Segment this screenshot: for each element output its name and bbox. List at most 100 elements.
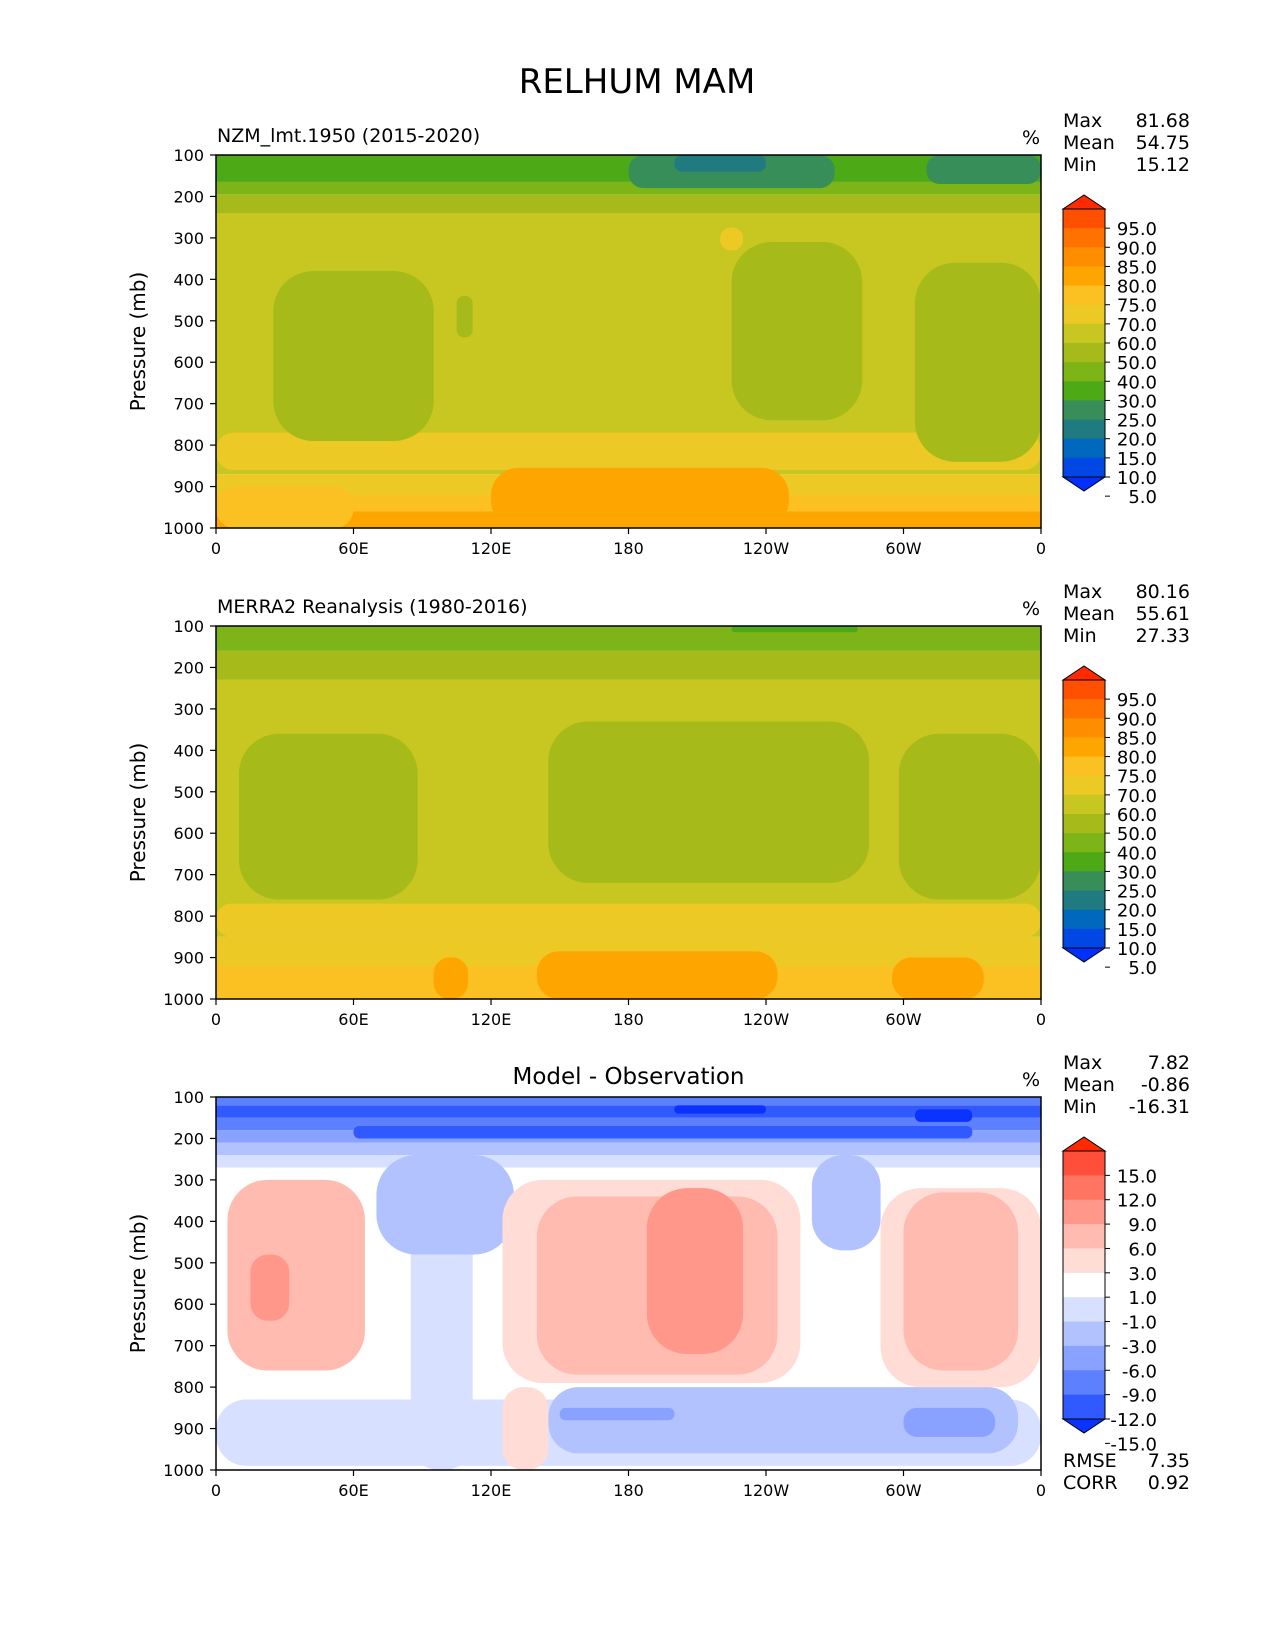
colorbar: 95.090.085.080.075.070.060.050.040.030.0… [1061, 665, 1157, 979]
metric-label: CORR [1063, 1472, 1118, 1494]
y-tick-label: 400 [173, 741, 204, 760]
x-tick-label: 120W [743, 539, 790, 558]
colorbar-tick-label: 25.0 [1117, 882, 1157, 903]
band-neg-15 [216, 1097, 1041, 1106]
colorbar-tick-label: 80.0 [1117, 277, 1157, 298]
unit-label: % [1022, 1069, 1040, 1091]
dry-midlat-3 [914, 262, 1041, 462]
x-tick-label: 60W [885, 539, 921, 558]
colorbar-tick-label: 60.0 [1117, 805, 1157, 826]
colorbar-segment [1063, 737, 1105, 758]
colorbar-tick-label: 30.0 [1117, 862, 1157, 883]
band-neg-12 [216, 1105, 1041, 1118]
colorbar-tick-label: -3.0 [1122, 1337, 1157, 1358]
x-tick-label: 60E [338, 1481, 368, 1500]
colorbar-tick-label: 40.0 [1117, 372, 1157, 393]
stat-label: Min [1063, 625, 1097, 647]
colorbar-tick-label: 25.0 [1117, 411, 1157, 432]
stat-value: 81.68 [1136, 110, 1190, 132]
colorbar-tick-label: 9.0 [1128, 1215, 1157, 1236]
pos-midlat-1-core [250, 1254, 290, 1321]
neg-strat-core [353, 1126, 973, 1139]
colorbar-tick-label: 6.0 [1128, 1239, 1157, 1260]
colorbar-segment [1063, 1394, 1105, 1420]
stat-value: 55.61 [1136, 603, 1190, 625]
colorbar-segment [1063, 304, 1105, 325]
colorbar-bottom-extension [1061, 947, 1107, 963]
neg-core-1 [559, 1407, 675, 1421]
unit-label: % [1022, 598, 1040, 620]
dry-small [456, 295, 473, 338]
colorbar-tick-label: 3.0 [1128, 1264, 1157, 1285]
moist-equator-west [491, 467, 789, 528]
neg-trop-upper [376, 1155, 514, 1255]
y-tick-label: 100 [173, 146, 204, 165]
plot-area [216, 1097, 1041, 1470]
stat-value: 80.16 [1136, 581, 1190, 603]
y-tick-label: 500 [173, 1254, 204, 1273]
colorbar-segment [1063, 852, 1105, 873]
x-tick-label: 0 [1036, 539, 1046, 558]
stat-label: Min [1063, 154, 1097, 176]
y-tick-label: 400 [173, 1212, 204, 1231]
x-tick-label: 120E [471, 1010, 512, 1029]
colorbar-tick-label: 50.0 [1117, 824, 1157, 845]
neg-core-2 [903, 1407, 996, 1437]
colorbar-tick-label: 50.0 [1117, 353, 1157, 374]
metric-label: RMSE [1063, 1450, 1117, 1472]
y-tick-label: 800 [173, 1378, 204, 1397]
colorbar-tick-label: 10.0 [1117, 468, 1157, 489]
colorbar-segment [1063, 909, 1105, 930]
colorbar-segment [1063, 890, 1105, 911]
colorbar-tick-label: 10.0 [1117, 939, 1157, 960]
colorbar-tick-label: 85.0 [1117, 728, 1157, 749]
colorbar-segment [1063, 1321, 1105, 1347]
pos-midlat-1 [227, 1179, 365, 1371]
x-tick-label: 60E [338, 539, 368, 558]
y-axis-label: Pressure (mb) [126, 743, 150, 883]
colorbar-segment [1063, 209, 1105, 229]
x-tick-label: 0 [211, 1010, 221, 1029]
stat-value: 15.12 [1136, 154, 1190, 176]
dry-midlat-2 [731, 242, 863, 421]
colorbar-segment [1063, 814, 1105, 834]
colorbar-tick-label: 60.0 [1117, 334, 1157, 355]
colorbar-segment [1063, 1224, 1105, 1250]
y-tick-label: 1000 [163, 990, 204, 1009]
y-tick-label: 200 [173, 658, 204, 677]
metric-value: 0.92 [1148, 1472, 1190, 1494]
band-25-30 [216, 155, 1041, 182]
colorbar-segment [1063, 438, 1105, 459]
colorbar-segment [1063, 457, 1105, 478]
panel-2: 100 200 300 400 500 600 700 800 900 1000 0 60E 120E 1… [126, 581, 1190, 1029]
moist-east [216, 486, 354, 528]
x-tick-label: 60W [885, 1010, 921, 1029]
stat-value: -0.86 [1141, 1074, 1190, 1096]
colorbar-segment [1063, 362, 1105, 382]
y-tick-label: 900 [173, 478, 204, 497]
band-30-40 [216, 181, 1041, 195]
figure-title: RELHUM MAM [519, 62, 756, 102]
colorbar-top-extension [1061, 194, 1107, 210]
neg-column-2 [811, 1155, 881, 1251]
colorbar-tick-label: 75.0 [1117, 767, 1157, 788]
y-tick-label: 700 [173, 1337, 204, 1356]
moist-equator-2 [433, 957, 469, 999]
y-tick-label: 900 [173, 949, 204, 968]
panel-1: 100 200 300 400 500 600 700 800 900 1000 0 60E 120E 1… [126, 110, 1190, 558]
band-neg-1 [216, 1155, 1041, 1168]
moist-equator-1 [536, 951, 778, 999]
stat-value: 27.33 [1136, 625, 1190, 647]
panel-title: Model - Observation [512, 1064, 744, 1090]
colorbar-bottom-extension [1061, 1418, 1107, 1434]
band-40-50 [216, 650, 1041, 680]
stat-label: Mean [1063, 132, 1115, 154]
colorbar-bottom-extension [1061, 476, 1107, 492]
pos-small-1 [502, 1387, 549, 1470]
colorbar-tick-label: 90.0 [1117, 709, 1157, 730]
colorbar-tick-label: 30.0 [1117, 391, 1157, 412]
y-tick-label: 300 [173, 1171, 204, 1190]
colorbar-segment [1063, 775, 1105, 796]
colorbar-segment [1063, 1248, 1105, 1274]
